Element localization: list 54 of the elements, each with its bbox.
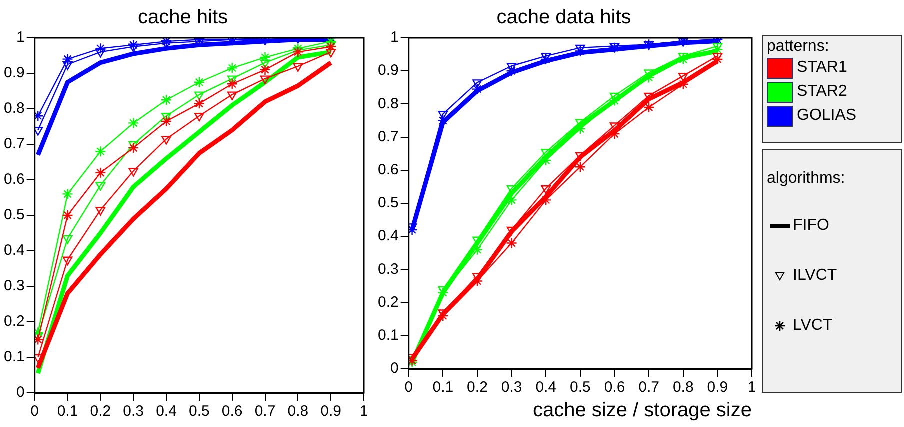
text: FIFO — [793, 217, 830, 235]
y-tick-label: 0.2 — [4, 313, 25, 330]
y-tick-label: 0.3 — [4, 278, 25, 295]
x-tick-label: 0.7 — [254, 403, 276, 420]
x-tick-label: 0 — [30, 403, 40, 420]
y-tick-label: 0.5 — [378, 194, 399, 212]
chart-title: cache data hits — [496, 6, 632, 29]
y-tick-label: 0.5 — [4, 206, 25, 224]
x-tick-label: 0.6 — [222, 403, 243, 420]
y-tick-label: 0.1 — [378, 327, 399, 344]
text: algorithms: — [767, 170, 846, 188]
x-tick-label: 0.3 — [123, 403, 144, 420]
x-tick-label: 0.4 — [536, 379, 557, 396]
y-tick-label: 0.6 — [378, 162, 399, 179]
legend-label: STAR1 — [797, 59, 848, 77]
y-tick-label: 0.1 — [4, 348, 25, 366]
y-tick-label: 1 — [390, 29, 399, 46]
y-tick-label: 0.8 — [4, 100, 25, 118]
x-tick-label: 0.5 — [570, 379, 591, 396]
x-tick-label: 0.2 — [90, 403, 112, 420]
x-tick-label: 0.1 — [432, 379, 454, 396]
y-tick-label: 0.4 — [4, 242, 25, 260]
y-tick-label: 0.7 — [4, 136, 25, 153]
legend-label: STAR2 — [797, 83, 848, 101]
x-tick-label: 0.8 — [288, 403, 309, 420]
y-tick-label: 0.4 — [378, 228, 399, 245]
x-tick-label: 0.9 — [320, 403, 342, 420]
x-tick-label: 0.2 — [467, 379, 488, 396]
x-tick-label: 0.4 — [156, 403, 177, 420]
y-tick-label: 0 — [390, 360, 399, 378]
chart-title: cache hits — [138, 6, 228, 29]
text: ILVCT — [793, 267, 838, 285]
x-tick-label: 0 — [404, 379, 414, 396]
x-tick-label: 0.7 — [638, 379, 660, 396]
y-tick-label: 0.7 — [378, 128, 399, 146]
x-tick-label: 0.3 — [501, 379, 522, 396]
x-tick-label: 0.9 — [707, 379, 728, 396]
text: LVCT — [793, 317, 833, 335]
y-tick-label: 0.2 — [378, 294, 399, 311]
y-tick-label: 0.6 — [4, 171, 25, 188]
x-tick-label: 0.8 — [672, 379, 694, 396]
x-axis-title: cache size / storage size — [533, 400, 752, 422]
y-tick-label: 1 — [16, 29, 25, 46]
x-tick-label: 0.1 — [57, 403, 78, 420]
y-tick-label: 0.8 — [378, 95, 399, 112]
x-tick-label: 1 — [748, 379, 756, 396]
y-tick-label: 0.9 — [378, 62, 399, 80]
y-tick-label: 0.3 — [378, 260, 399, 278]
legend-label: GOLIAS — [797, 107, 857, 125]
x-tick-label: 1 — [360, 403, 368, 420]
x-tick-label: 0.5 — [188, 403, 210, 420]
x-tick-label: 0.6 — [604, 379, 626, 396]
legend-title: patterns: — [767, 38, 830, 56]
y-tick-label: 0.9 — [4, 64, 25, 82]
